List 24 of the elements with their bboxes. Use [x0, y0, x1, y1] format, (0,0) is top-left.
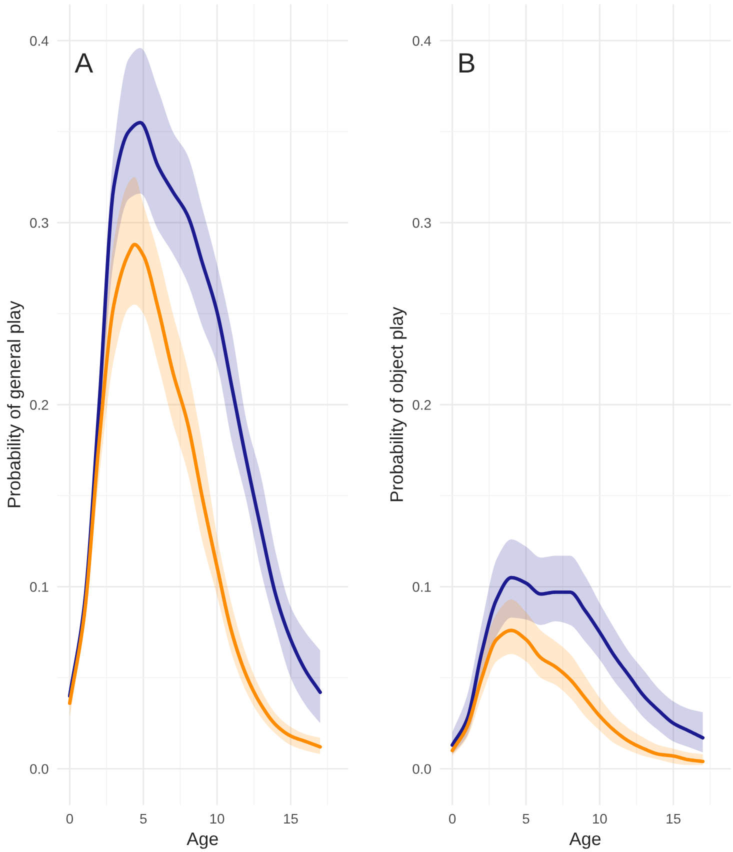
y-tick-label: 0.4 [30, 36, 48, 46]
annotation: A [74, 53, 94, 72]
y-tick-label: 0.3 [30, 218, 48, 228]
y-tick-label: 0.0 [412, 764, 431, 774]
y-tick-label: 0.2 [30, 400, 48, 410]
x-tick-label: 15 [666, 814, 680, 824]
x-axis-title: Age [186, 832, 218, 849]
y-tick-label: 0.0 [30, 764, 48, 774]
y-tick-label: 0.1 [30, 582, 48, 592]
x-tick-label: 10 [593, 814, 607, 824]
x-axis-title: Age [569, 832, 601, 849]
y-tick-label: 0.2 [412, 400, 431, 410]
x-tick-label: 0 [66, 814, 74, 824]
x-tick-label: 5 [522, 814, 530, 824]
x-tick-label: 5 [140, 814, 147, 824]
x-tick-label: 15 [284, 814, 298, 824]
y-axis-title: Probability of general play [7, 300, 24, 508]
x-tick-label: 10 [210, 814, 224, 824]
annotation: B [460, 53, 474, 72]
y-tick-label: 0.3 [412, 218, 431, 228]
y-axis-title: Probability of object play [390, 306, 407, 502]
y-tick-label: 0.4 [412, 36, 432, 46]
x-tick-label: 0 [449, 814, 456, 824]
y-tick-label: 0.1 [412, 582, 431, 592]
